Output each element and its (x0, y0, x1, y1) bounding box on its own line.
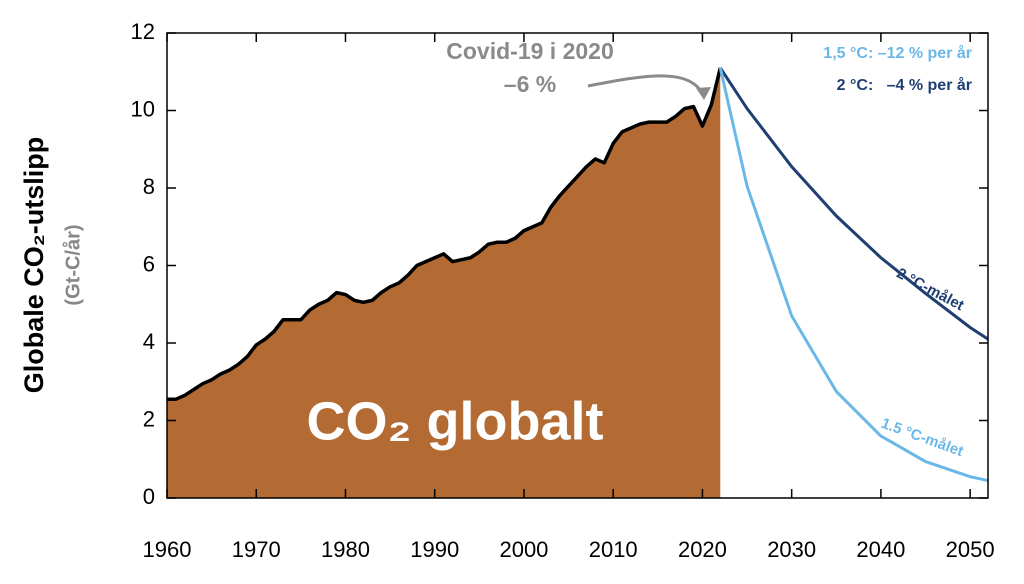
x-tick-label: 2010 (589, 537, 638, 562)
annotation: 1,5 °C: –12 % per år (823, 44, 972, 62)
x-tick-label: 2040 (856, 537, 905, 562)
annotation: Covid-19 i 2020 (446, 38, 613, 64)
annotation: 2 °C: –4 % per år (837, 76, 972, 94)
y-tick-label: 8 (143, 174, 155, 199)
y-tick-label: 4 (143, 329, 155, 354)
annotation: –6 % (504, 71, 556, 97)
y-tick-label: 0 (143, 484, 155, 509)
y-tick-label: 12 (131, 19, 155, 44)
x-tick-label: 2000 (499, 537, 548, 562)
area (167, 67, 721, 498)
series-label: 1.5 °C-målet (879, 415, 966, 460)
x-tick-label: 1960 (143, 537, 192, 562)
series-label: 2 °C-målet (894, 265, 967, 315)
x-tick-label: 2020 (678, 537, 727, 562)
y-tick-label: 2 (143, 406, 155, 431)
y-tick-label: 6 (143, 251, 155, 276)
y-tick-label: 10 (131, 96, 155, 121)
line (718, 67, 989, 483)
series-label: CO₂ globalt (307, 391, 604, 451)
x-tick-label: 1990 (410, 537, 459, 562)
x-tick-label: 2050 (946, 537, 995, 562)
x-tick-label: 2030 (767, 537, 816, 562)
line (167, 67, 722, 401)
arrow (587, 74, 705, 96)
line (719, 67, 989, 341)
arrow-head (696, 87, 711, 100)
x-tick-label: 1970 (232, 537, 281, 562)
y-axis-unit: (Gt-C/år) (61, 224, 84, 305)
x-tick-label: 1980 (321, 537, 370, 562)
y-axis-label: Globale CO₂-utslipp (19, 137, 49, 394)
